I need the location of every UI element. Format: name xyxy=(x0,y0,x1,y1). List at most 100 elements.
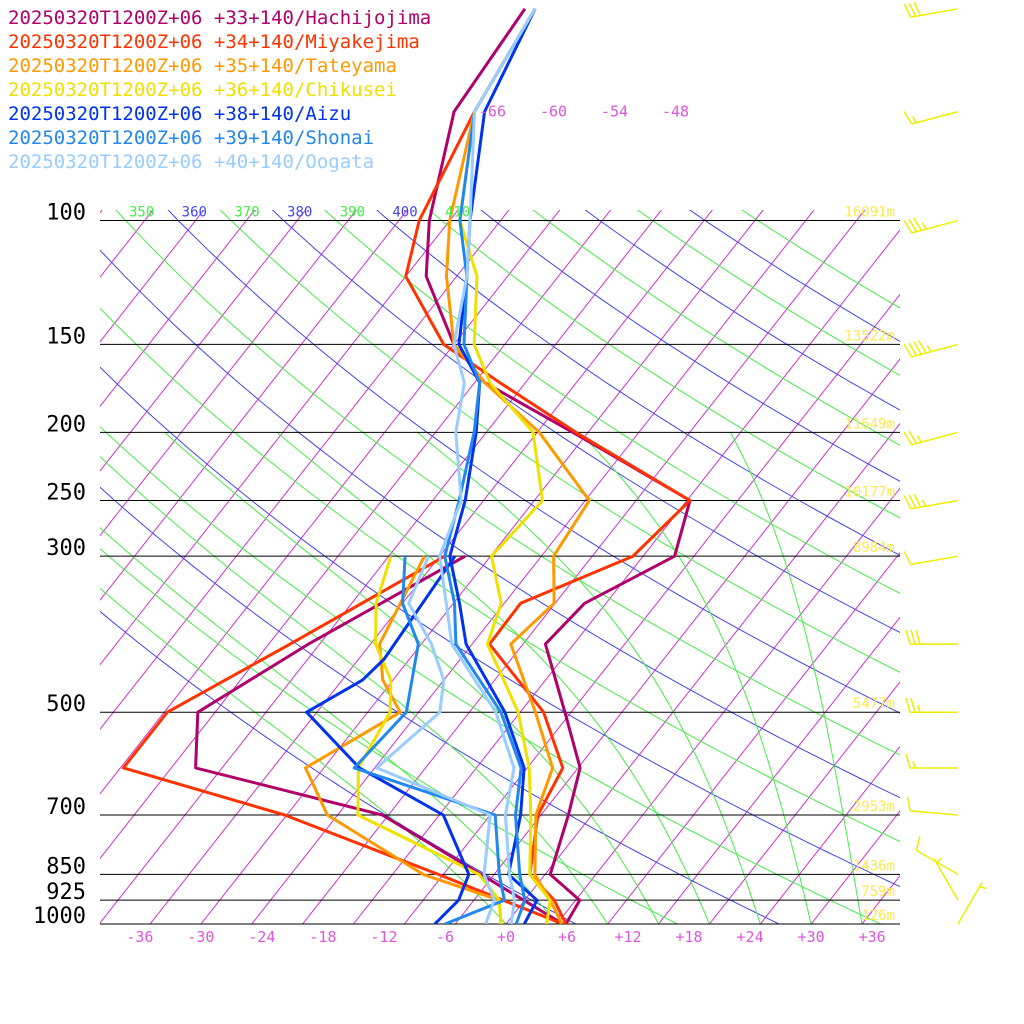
wind-barb-half-feather xyxy=(917,705,921,713)
x-tick-label: -6 xyxy=(436,928,454,946)
height-label: 1436m xyxy=(853,858,895,874)
theta-label: 360 xyxy=(182,205,207,221)
moist-adiabat xyxy=(276,431,710,924)
x-tick-label: -30 xyxy=(187,928,214,946)
isotherm xyxy=(100,210,307,472)
pressure-label: 200 xyxy=(46,412,86,437)
legend-entry-tateyama: 20250320T1200Z+06 +35+140/Tateyama xyxy=(8,55,397,77)
isotherm xyxy=(709,681,900,924)
profile-miyakejima-temperature xyxy=(404,8,692,924)
moist-adiabat xyxy=(100,587,507,924)
height-label: 2953m xyxy=(853,799,895,815)
wind-barb-feather xyxy=(905,698,911,713)
wind-barb-feather xyxy=(908,430,918,444)
x-tick-label: +30 xyxy=(798,928,825,946)
wind-barb-feather xyxy=(905,753,911,769)
wind-barb-shaft xyxy=(911,219,959,234)
wind-barb xyxy=(903,340,959,358)
wind-barb-shaft xyxy=(933,858,959,901)
wind-barb xyxy=(903,430,959,446)
dry-adiabat xyxy=(100,548,679,924)
sounding-profiles xyxy=(121,7,692,924)
wind-barb-feather xyxy=(908,2,917,17)
height-label: 126m xyxy=(861,908,895,924)
wind-barb-shaft xyxy=(910,555,959,566)
theta-label: 350 xyxy=(129,205,154,221)
moist-adiabat xyxy=(578,431,812,924)
theta-label: 390 xyxy=(340,205,365,221)
moist-adiabat xyxy=(416,431,761,924)
legend-entry-chikusei: 20250320T1200Z+06 +36+140/Chikusei xyxy=(8,79,397,101)
wind-barb-feather xyxy=(913,341,922,355)
moist-adiabat xyxy=(100,456,609,924)
wind-barb-shaft xyxy=(910,810,959,816)
profile-shonai-temperature xyxy=(443,8,537,924)
wind-barb-shaft xyxy=(911,110,959,125)
wind-barb-half-feather xyxy=(912,760,916,769)
x-tick-label: -24 xyxy=(248,928,275,946)
isotherm xyxy=(658,616,900,924)
profile-aizu-dewpoint xyxy=(305,555,471,924)
dry-adiabats xyxy=(100,210,900,924)
wind-barb-shaft xyxy=(911,343,959,358)
wind-barb xyxy=(905,753,958,769)
pressure-lines xyxy=(100,220,900,925)
wind-barb-half-feather xyxy=(916,435,922,443)
theta-label: 380 xyxy=(287,205,312,221)
dry-adiabat xyxy=(688,210,900,342)
dry-adiabat xyxy=(100,366,900,888)
height-label: 10177m xyxy=(844,484,895,500)
wind-barb-feather xyxy=(913,217,922,231)
wind-barb-feather xyxy=(915,836,921,851)
wind-barb-shaft xyxy=(910,8,959,18)
pressure-label: 925 xyxy=(46,880,86,905)
pressure-label: 500 xyxy=(46,692,86,717)
pressure-label: 1000 xyxy=(33,904,86,929)
wind-barb-feather xyxy=(903,551,912,565)
isotherm xyxy=(100,210,256,408)
wind-barb-shaft xyxy=(911,431,959,446)
x-tick-label: +36 xyxy=(859,928,886,946)
wind-barb-shaft xyxy=(957,882,983,925)
profile-chikusei-temperature xyxy=(458,8,552,924)
wind-barb xyxy=(903,217,959,234)
x-tick-label: -18 xyxy=(309,928,336,946)
wind-barb-half-feather xyxy=(912,116,918,124)
height-label: 8984m xyxy=(853,540,895,556)
pressure-label: 300 xyxy=(46,536,86,561)
wind-barb-feather xyxy=(903,3,912,18)
wind-barb-feather xyxy=(910,629,916,645)
wind-barb-feather xyxy=(906,796,911,811)
wind-barb-feather xyxy=(903,111,913,125)
pressure-label: 700 xyxy=(46,795,86,820)
x-tick-label: +12 xyxy=(614,928,641,946)
wind-barb xyxy=(906,796,959,816)
pressure-label: 850 xyxy=(46,854,86,879)
wind-barb xyxy=(903,493,959,510)
pressure-label: 100 xyxy=(46,201,86,226)
profile-miyakejima-dewpoint xyxy=(121,554,564,924)
isotherm-label: -54 xyxy=(601,103,628,121)
wind-barb-feather xyxy=(915,629,921,645)
wind-barb xyxy=(933,857,959,901)
isotherm-label: -48 xyxy=(662,103,689,121)
theta-label: 410 xyxy=(445,205,470,221)
legend: 20250320T1200Z+06 +33+140/Hachijojima 20… xyxy=(8,6,431,174)
height-label: 16091m xyxy=(844,205,895,221)
dry-adiabat xyxy=(100,610,577,924)
moist-adiabat xyxy=(729,432,863,924)
wind-barb-feather xyxy=(913,493,922,508)
legend-entry-oogata: 20250320T1200Z+06 +40+140/Oogata xyxy=(8,151,375,173)
wind-barb-feather xyxy=(905,629,911,645)
profile-tateyama-temperature xyxy=(445,8,591,924)
isotherm xyxy=(913,188,1024,924)
wind-barbs xyxy=(903,1,987,925)
wind-barb xyxy=(905,629,958,645)
wind-barb xyxy=(957,882,987,925)
height-label: 13522m xyxy=(844,328,895,344)
wind-barb-feather xyxy=(903,220,913,234)
x-tick-label: -36 xyxy=(126,928,153,946)
legend-entry-miyakejima: 20250320T1200Z+06 +34+140/Miyakejima xyxy=(8,31,420,53)
profile-aizu-temperature xyxy=(448,8,539,924)
